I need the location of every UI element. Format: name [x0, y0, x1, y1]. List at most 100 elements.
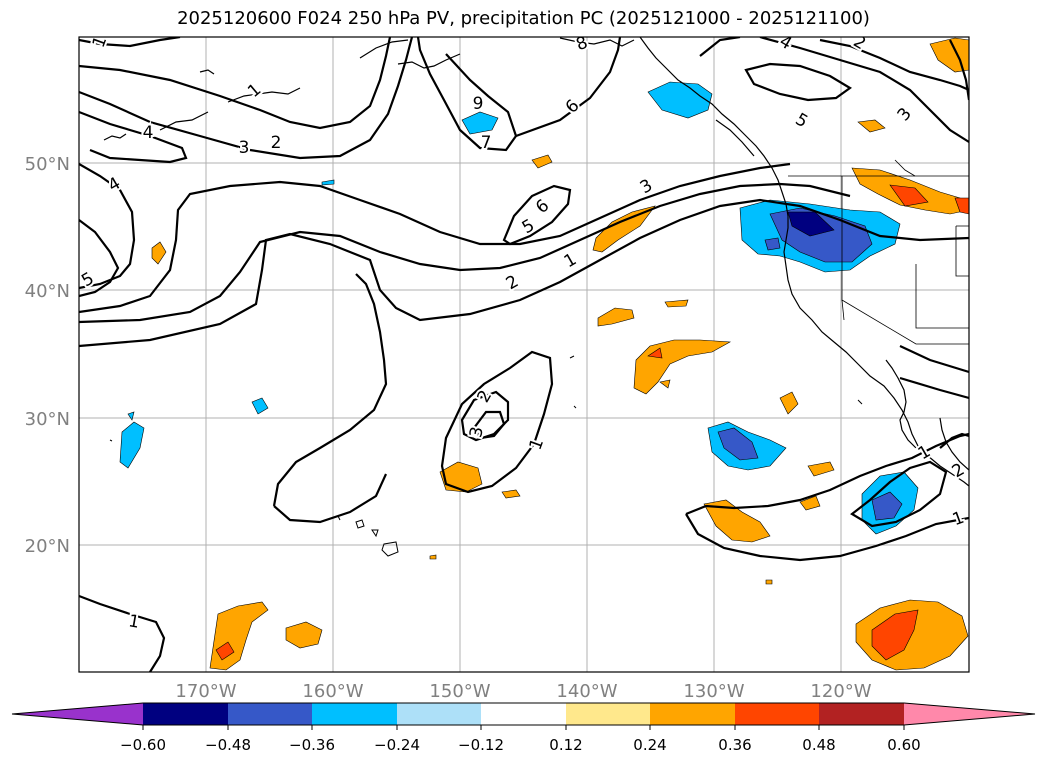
colorbar-segment [143, 703, 228, 725]
precip-area [664, 299, 689, 308]
lon-label: 160°W [302, 681, 363, 702]
contour-line [440, 350, 554, 494]
precip-area [251, 397, 269, 415]
contour-line [472, 410, 506, 440]
colorbar-tick-labels: −0.60 −0.48 −0.36 −0.24 −0.12 0.12 0.24 … [120, 736, 921, 754]
lon-label: 120°W [810, 681, 871, 702]
lat-label: 40°N [25, 281, 70, 302]
precip-area [871, 491, 903, 521]
precip-positive [151, 37, 969, 671]
precip-area [429, 554, 437, 560]
contour-line [273, 473, 388, 524]
precip-area [659, 379, 671, 389]
contour-line [79, 182, 851, 324]
colorbar-tick-label: −0.24 [374, 736, 420, 754]
colorbar: −0.60 −0.48 −0.36 −0.24 −0.12 0.12 0.24 … [11, 702, 1036, 754]
colorbar-segment [735, 703, 819, 725]
contour-line [515, 37, 622, 138]
precip-area [764, 237, 781, 251]
colorbar-tick-label: −0.48 [205, 736, 251, 754]
precip-area [717, 427, 759, 461]
contour-line [79, 110, 188, 164]
contour-line [939, 432, 969, 449]
contour-label: 4 [143, 123, 154, 143]
contour-line [899, 376, 969, 400]
map-frame [78, 36, 970, 673]
precip-area [954, 197, 969, 215]
contour-line [79, 594, 166, 672]
contour-label: 3 [239, 138, 250, 158]
gridlines [79, 37, 969, 672]
political-borders [788, 159, 969, 345]
lon-label: 150°W [429, 681, 490, 702]
precip-area [647, 347, 663, 359]
precip-area [151, 241, 167, 265]
colorbar-segment [650, 703, 735, 725]
colorbar-tick-label: 0.60 [887, 736, 920, 754]
contour-line [899, 345, 969, 374]
colorbar-tick-label: −0.36 [289, 736, 335, 754]
lat-label: 30°N [25, 409, 70, 430]
lon-label: 130°W [683, 681, 744, 702]
latitude-labels: 50°N 40°N 30°N 20°N [25, 154, 70, 557]
coastlines [103, 37, 969, 487]
precip-area [119, 421, 145, 469]
lat-label: 50°N [25, 154, 70, 175]
contour-line [79, 37, 392, 130]
precip-area [703, 499, 771, 543]
contour-label: 7 [481, 133, 492, 153]
contour-line [416, 37, 518, 152]
colorbar-segment [481, 703, 566, 725]
colorbar-tick-label: 0.24 [633, 736, 666, 754]
colorbar-tick-label: 0.48 [802, 736, 835, 754]
map-title: 2025120600 F024 250 hPa PV, precipitatio… [177, 8, 870, 29]
islands [109, 355, 863, 557]
precip-area [799, 495, 821, 511]
colorbar-tick-label: −0.12 [458, 736, 504, 754]
precip-area [857, 119, 886, 133]
colorbar-segment [566, 703, 650, 725]
precip-area [127, 411, 135, 421]
contour-line [502, 184, 572, 246]
colorbar-segment [904, 703, 1035, 725]
precip-area [597, 307, 635, 327]
pv-contours [79, 37, 969, 672]
colorbar-ticks [142, 725, 905, 730]
contour-line [79, 37, 181, 48]
contour-line [79, 162, 791, 314]
colorbar-segment [12, 703, 143, 725]
contour-line [272, 273, 388, 507]
precip-area [889, 184, 929, 207]
lon-label: 140°W [556, 681, 617, 702]
lat-label: 20°N [25, 536, 70, 557]
precip-area [929, 37, 969, 73]
contour-line [949, 39, 969, 101]
contour-label: 9 [473, 94, 484, 114]
contour-line [685, 513, 969, 562]
precip-area [461, 111, 499, 135]
contour-line [79, 219, 120, 298]
contour-line [79, 163, 136, 290]
longitude-labels: 170°W 160°W 150°W 140°W 130°W 120°W [175, 681, 871, 702]
map-panel: 1 1 2 3 4 4 5 8 9 7 6 6 5 3 2 1 4 2 5 3 [78, 36, 970, 673]
precip-area [321, 179, 335, 186]
precip-area [215, 641, 235, 661]
contour-line [79, 198, 969, 348]
colorbar-segment [397, 703, 481, 725]
precip-area [285, 621, 323, 649]
contour-label: 2 [271, 133, 282, 153]
contour-line [850, 460, 948, 528]
contour-line [699, 37, 969, 143]
precip-area [787, 211, 835, 237]
precip-area [779, 391, 799, 415]
colorbar-segment [819, 703, 904, 725]
precip-area [807, 461, 835, 477]
colorbar-segment [312, 703, 397, 725]
contour-line [685, 432, 969, 516]
precip-area [531, 154, 553, 169]
precip-area [501, 489, 521, 499]
precip-area [592, 205, 656, 253]
contour-line [819, 38, 969, 92]
precip-area [765, 579, 773, 585]
